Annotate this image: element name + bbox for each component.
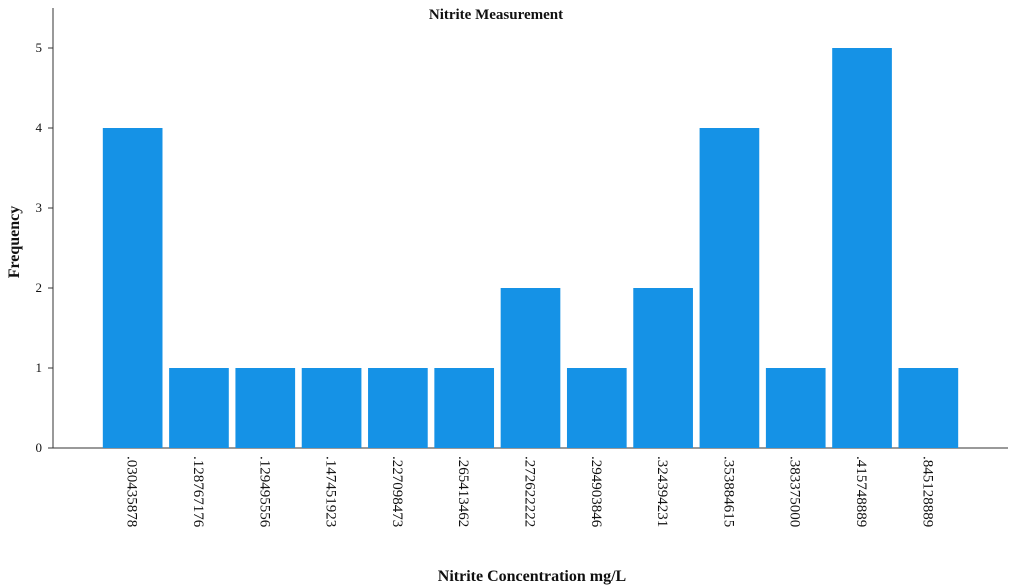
bar: [633, 288, 693, 448]
y-tick-label: 3: [36, 200, 43, 215]
bar: [765, 368, 826, 448]
bar: [102, 128, 163, 448]
bar: [898, 368, 959, 448]
y-tick-label: 0: [36, 440, 43, 455]
y-tick-label: 1: [36, 360, 43, 375]
y-tick-label: 2: [36, 280, 43, 295]
bar: [368, 368, 428, 448]
bar: [235, 368, 296, 448]
y-axis-label: Frequency: [6, 206, 23, 279]
x-tick-label: .227098473: [389, 456, 405, 527]
y-tick-label: 5: [36, 40, 43, 55]
bar: [301, 368, 362, 448]
bar: [434, 368, 495, 448]
x-tick-label: .272622222: [522, 456, 538, 527]
x-tick-label: .129495556: [256, 456, 272, 528]
x-tick-label: .324394231: [654, 456, 670, 527]
x-tick-label: .265413462: [455, 456, 471, 527]
chart-title: Nitrite Measurement: [429, 7, 563, 23]
bar: [169, 368, 229, 448]
x-tick-label: .383375000: [787, 456, 803, 527]
bar: [699, 128, 760, 448]
x-tick-label: .845128889: [919, 456, 935, 527]
x-axis-label: Nitrite Concentration mg/L: [438, 568, 626, 585]
bar: [500, 288, 561, 448]
x-tick-label: .294903846: [588, 456, 604, 528]
x-tick-label: .353884615: [720, 456, 736, 527]
bar: [566, 368, 627, 448]
x-tick-label: .030435878: [124, 456, 140, 527]
y-tick-label: 4: [36, 120, 43, 135]
x-tick-label: .128767176: [190, 456, 206, 528]
bar: [832, 48, 892, 448]
x-tick-label: .147451923: [323, 456, 339, 527]
x-tick-label: .415748889: [853, 456, 869, 527]
